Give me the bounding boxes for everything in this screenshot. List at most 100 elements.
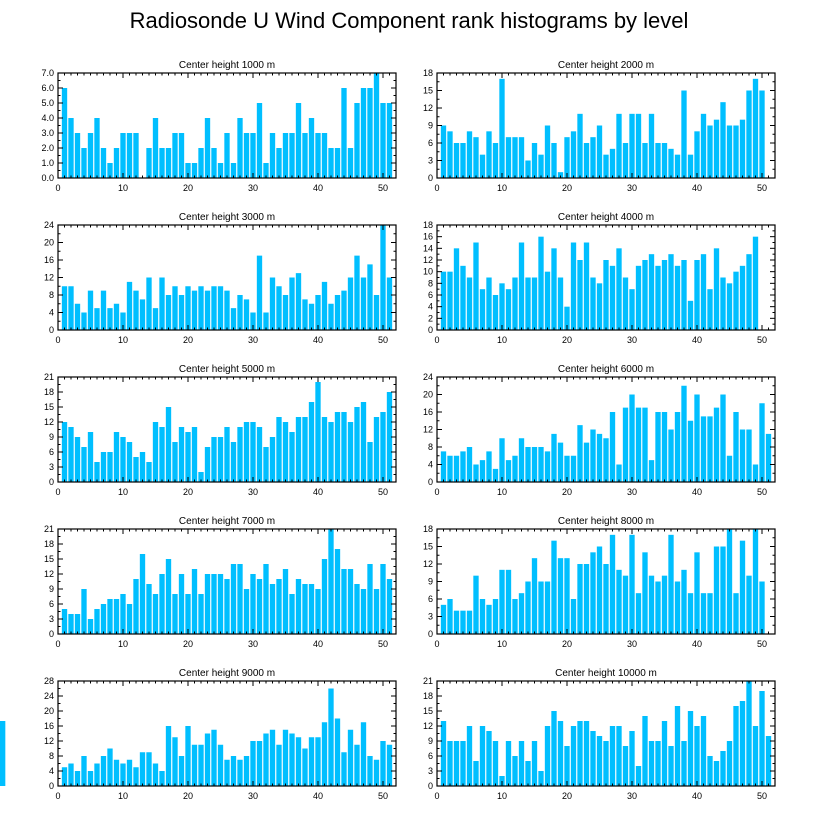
histogram-bar xyxy=(746,90,752,178)
histogram-bar xyxy=(538,771,544,786)
y-tick-label: 8 xyxy=(49,290,54,300)
x-tick-label: 20 xyxy=(562,183,572,193)
histogram-bar xyxy=(269,133,276,178)
histogram-bar xyxy=(700,593,707,634)
histogram-bar xyxy=(373,73,380,178)
histogram-bar xyxy=(668,148,674,178)
histogram-bar xyxy=(440,451,447,483)
histogram-bar xyxy=(243,589,250,634)
histogram-bar xyxy=(447,455,453,482)
histogram-bar xyxy=(707,416,713,483)
histogram-bar xyxy=(518,438,525,482)
histogram-bar xyxy=(68,763,74,786)
histogram-bar xyxy=(204,118,211,178)
y-tick-label: 12 xyxy=(423,255,433,265)
y-tick-label: 1.0 xyxy=(41,158,54,168)
histogram-bar xyxy=(629,731,635,786)
histogram-bar xyxy=(126,281,133,331)
y-tick-label: 8 xyxy=(428,442,433,452)
histogram-bar xyxy=(479,289,486,330)
histogram-bar xyxy=(479,154,486,178)
histogram-bar xyxy=(453,143,460,178)
histogram-bar xyxy=(739,265,746,330)
histogram-bar xyxy=(373,589,380,634)
histogram-bar xyxy=(596,736,603,786)
histogram-bar xyxy=(198,472,204,482)
x-tick-label: 20 xyxy=(562,487,572,497)
histogram-bar xyxy=(152,763,159,786)
y-tick-label: 15 xyxy=(423,542,433,552)
histogram-bar xyxy=(120,594,126,634)
y-tick-label: 18 xyxy=(423,220,433,230)
histogram-bar xyxy=(386,392,393,482)
histogram-bar xyxy=(460,741,466,786)
histogram-bar xyxy=(603,154,609,178)
y-tick-label: 15 xyxy=(423,86,433,96)
y-tick-label: 3.0 xyxy=(41,128,54,138)
histogram-bar xyxy=(289,733,295,786)
histogram-bar xyxy=(564,558,570,634)
histogram-bar xyxy=(570,131,577,178)
histogram-bar xyxy=(204,447,211,482)
histogram-bar xyxy=(263,163,269,178)
histogram-bar xyxy=(622,143,629,178)
histogram-bar xyxy=(648,741,655,786)
x-tick-label: 0 xyxy=(434,487,439,497)
y-tick-label: 18 xyxy=(44,539,54,549)
histogram-bar xyxy=(178,756,185,786)
histogram-bar xyxy=(746,254,752,330)
histogram-bar xyxy=(321,281,328,331)
histogram-bar xyxy=(256,103,263,178)
histogram-bar xyxy=(159,277,165,330)
histogram-bar xyxy=(759,403,765,482)
histogram-bar xyxy=(87,432,94,482)
histogram-bar xyxy=(120,437,126,482)
histogram-bar xyxy=(505,137,512,178)
histogram-bar xyxy=(126,604,133,634)
histogram-bar xyxy=(373,417,380,482)
x-tick-label: 10 xyxy=(118,487,128,497)
y-tick-label: 12 xyxy=(423,721,433,731)
y-tick-label: 6 xyxy=(49,599,54,609)
y-tick-label: 4.0 xyxy=(41,113,54,123)
histogram-bar xyxy=(765,736,772,786)
histogram-bar xyxy=(211,729,217,786)
histogram-bar xyxy=(308,118,315,178)
histogram-bar xyxy=(87,771,94,786)
x-tick-label: 40 xyxy=(692,183,702,193)
histogram-bar xyxy=(269,584,276,634)
histogram-bar xyxy=(473,464,479,482)
histogram-bar xyxy=(525,761,531,786)
histogram-bar xyxy=(159,148,165,178)
histogram-bar xyxy=(661,143,668,178)
x-tick-label: 30 xyxy=(248,639,258,649)
histogram-bar xyxy=(74,614,81,634)
histogram-bar xyxy=(752,464,759,482)
histogram-bar xyxy=(681,90,687,178)
histogram-bar xyxy=(505,289,512,330)
histogram-bar xyxy=(87,290,94,331)
histogram-bar xyxy=(687,593,694,634)
histogram-bar xyxy=(635,766,642,786)
histogram-bar xyxy=(460,265,466,330)
histogram-bar xyxy=(74,437,81,482)
histogram-bar xyxy=(473,242,479,330)
histogram-bar xyxy=(596,546,603,634)
y-tick-label: 21 xyxy=(44,524,54,534)
histogram-bar xyxy=(61,609,68,634)
y-tick-label: 12 xyxy=(44,569,54,579)
histogram-bar xyxy=(538,447,544,482)
histogram-bar xyxy=(87,133,94,178)
histogram-bar xyxy=(380,412,386,482)
y-tick-label: 0 xyxy=(49,629,54,639)
histogram-bar xyxy=(635,265,642,330)
histogram-bar xyxy=(746,575,752,634)
histogram-bar xyxy=(557,721,564,786)
panel-title: Center height 4000 m xyxy=(558,212,654,223)
histogram-bar xyxy=(334,718,341,786)
histogram-bar xyxy=(308,737,315,786)
histogram-bar xyxy=(367,442,373,482)
histogram-bar xyxy=(341,752,347,786)
histogram-bar xyxy=(674,265,681,330)
histogram-bar xyxy=(204,574,211,634)
